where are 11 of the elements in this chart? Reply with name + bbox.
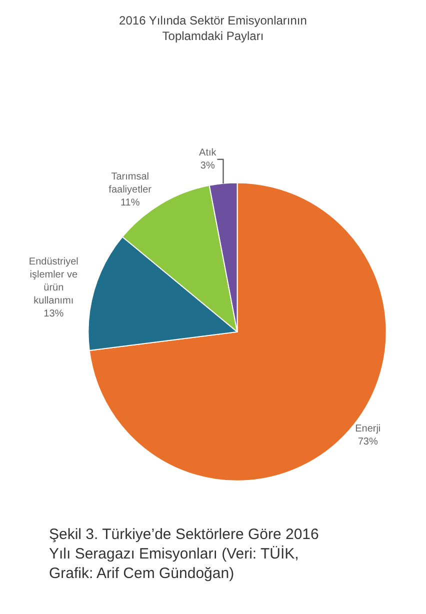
slice-label: Endüstriyel işlemler ve ürün kullanımı xyxy=(28,256,78,306)
chart-title: 2016 Yılında Sektör Emisyonlarının Toplamdaki Payları xyxy=(119,14,307,44)
slice-label: Tarımsal faaliyetler xyxy=(108,171,152,196)
data-label: 3% xyxy=(200,160,215,172)
text: Şekil 3. Türkiye’de Sektörlere Göre 2016 Yılı Seragazı Emisyonları (Veri: TÜİK, Grafik: Arif Cem Gündoğan) xyxy=(49,526,319,582)
pie-slice xyxy=(88,182,387,482)
data-label: 13% xyxy=(44,308,64,320)
data-label: 73% xyxy=(358,436,378,448)
slice-label: Atık xyxy=(199,147,218,158)
data-label: 11% xyxy=(120,197,140,208)
slice-label: Enerji xyxy=(355,424,381,435)
